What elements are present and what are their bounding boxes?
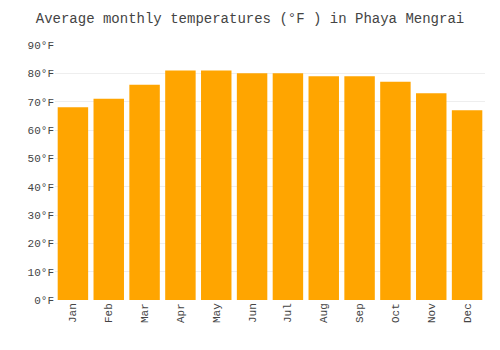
- svg-text:Mar: Mar: [139, 303, 151, 323]
- svg-text:Sep: Sep: [354, 303, 366, 323]
- svg-text:20°F: 20°F: [28, 238, 54, 250]
- svg-text:Jan: Jan: [67, 303, 79, 323]
- svg-text:90°F: 90°F: [28, 40, 54, 52]
- svg-text:60°F: 60°F: [28, 125, 54, 137]
- svg-text:70°F: 70°F: [28, 97, 54, 109]
- svg-text:Dec: Dec: [462, 303, 474, 323]
- svg-text:Aug: Aug: [318, 303, 330, 323]
- svg-text:0°F: 0°F: [34, 295, 54, 307]
- svg-text:Average monthly temperatures (: Average monthly temperatures (°F ) in Ph…: [36, 11, 464, 27]
- svg-text:Nov: Nov: [426, 303, 438, 323]
- svg-text:80°F: 80°F: [28, 68, 54, 80]
- svg-text:50°F: 50°F: [28, 153, 54, 165]
- svg-text:Jun: Jun: [247, 303, 259, 323]
- svg-text:40°F: 40°F: [28, 182, 54, 194]
- svg-text:30°F: 30°F: [28, 210, 54, 222]
- svg-text:10°F: 10°F: [28, 267, 54, 279]
- svg-text:Apr: Apr: [175, 303, 187, 323]
- svg-text:May: May: [211, 303, 223, 323]
- svg-text:Oct: Oct: [390, 303, 402, 323]
- svg-text:Jul: Jul: [282, 303, 294, 323]
- svg-text:Feb: Feb: [103, 303, 115, 323]
